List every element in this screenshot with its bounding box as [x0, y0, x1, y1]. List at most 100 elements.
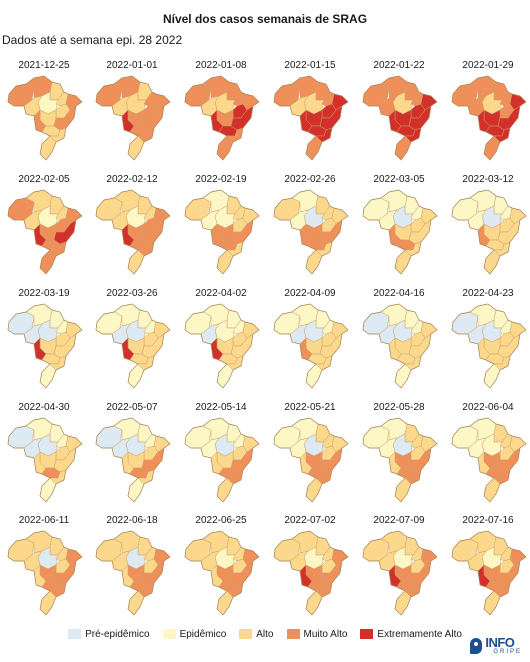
country-outline: [7, 530, 83, 616]
country-outline: [273, 417, 349, 503]
week-map-panel: 2022-05-21: [266, 402, 354, 514]
brazil-choropleth-map: [7, 189, 83, 275]
week-map-panel: 2022-01-29: [444, 60, 530, 172]
week-date-label: 2022-02-05: [18, 174, 70, 185]
week-map-panel: 2022-05-28: [355, 402, 443, 514]
week-date-label: 2022-03-26: [106, 288, 158, 299]
week-map-panel: 2022-03-05: [355, 174, 443, 286]
country-outline: [184, 530, 260, 616]
legend-swatch: [286, 629, 300, 639]
location-pin-icon: [470, 637, 483, 654]
week-map-panel: 2022-07-16: [444, 515, 530, 627]
country-outline: [7, 417, 83, 503]
logo-main-text: INFO: [485, 635, 515, 650]
week-date-label: 2022-06-18: [106, 515, 158, 526]
week-map-panel: 2022-02-26: [266, 174, 354, 286]
week-map-panel: 2022-06-25: [177, 515, 265, 627]
week-date-label: 2022-01-08: [195, 60, 247, 71]
legend-item: Extremamente Alto: [360, 628, 462, 640]
country-outline: [7, 75, 83, 161]
week-map-panel: 2022-04-30: [0, 402, 88, 514]
brazil-choropleth-map: [7, 75, 83, 161]
week-date-label: 2022-06-04: [462, 402, 514, 413]
country-outline: [451, 75, 527, 161]
week-map-panel: 2022-04-09: [266, 288, 354, 400]
country-outline: [362, 530, 438, 616]
country-outline: [362, 417, 438, 503]
country-outline: [184, 303, 260, 389]
legend-label: Epidêmico: [179, 628, 227, 640]
week-map-panel: 2022-03-26: [88, 288, 176, 400]
country-outline: [184, 189, 260, 275]
country-outline: [362, 189, 438, 275]
week-date-label: 2022-03-12: [462, 174, 514, 185]
week-map-panel: 2022-02-19: [177, 174, 265, 286]
brazil-choropleth-map: [273, 189, 349, 275]
week-map-panel: 2022-01-15: [266, 60, 354, 172]
week-date-label: 2022-04-30: [18, 402, 70, 413]
brazil-choropleth-map: [184, 417, 260, 503]
brazil-choropleth-map: [451, 303, 527, 389]
legend-swatch: [68, 629, 82, 639]
week-map-panel: 2022-04-02: [177, 288, 265, 400]
week-date-label: 2022-03-05: [373, 174, 425, 185]
country-outline: [273, 530, 349, 616]
legend-label: Pré-epidêmico: [85, 628, 150, 640]
week-date-label: 2022-03-19: [18, 288, 70, 299]
brazil-choropleth-map: [273, 530, 349, 616]
country-outline: [273, 75, 349, 161]
country-outline: [273, 303, 349, 389]
country-outline: [451, 530, 527, 616]
brazil-choropleth-map: [7, 530, 83, 616]
week-map-panel: 2022-01-08: [177, 60, 265, 172]
country-outline: [95, 530, 171, 616]
week-map-panel: 2022-07-09: [355, 515, 443, 627]
brazil-choropleth-map: [451, 75, 527, 161]
country-outline: [7, 303, 83, 389]
week-date-label: 2022-01-29: [462, 60, 514, 71]
brazil-choropleth-map: [362, 303, 438, 389]
week-date-label: 2022-01-01: [106, 60, 158, 71]
week-date-label: 2022-04-09: [284, 288, 336, 299]
logo-sub-text: GRIPE: [493, 649, 522, 655]
brazil-choropleth-map: [273, 303, 349, 389]
country-outline: [362, 75, 438, 161]
week-date-label: 2022-05-14: [195, 402, 247, 413]
country-outline: [362, 303, 438, 389]
brazil-choropleth-map: [273, 75, 349, 161]
week-map-panel: 2022-06-18: [88, 515, 176, 627]
legend-item: Pré-epidêmico: [68, 628, 150, 640]
week-map-panel: 2022-06-11: [0, 515, 88, 627]
week-date-label: 2022-02-12: [106, 174, 158, 185]
brazil-choropleth-map: [362, 530, 438, 616]
legend-label: Alto: [256, 628, 274, 640]
country-outline: [95, 417, 171, 503]
week-map-panel: 2022-02-12: [88, 174, 176, 286]
brazil-choropleth-map: [7, 303, 83, 389]
country-outline: [451, 417, 527, 503]
map-grid: 2021-12-25 2022-01-01 2022-01-08 2022-01-15…: [0, 60, 530, 616]
country-outline: [451, 189, 527, 275]
week-date-label: 2022-05-28: [373, 402, 425, 413]
brazil-choropleth-map: [273, 417, 349, 503]
legend-swatch: [162, 629, 176, 639]
legend-label: Extremamente Alto: [377, 628, 462, 640]
week-date-label: 2022-05-21: [284, 402, 336, 413]
country-outline: [95, 189, 171, 275]
week-map-panel: 2022-05-07: [88, 402, 176, 514]
country-outline: [184, 75, 260, 161]
brazil-choropleth-map: [451, 189, 527, 275]
legend: Pré-epidêmico Epidêmico Alto Muito Alto Extr…: [0, 626, 530, 642]
week-date-label: 2022-06-11: [18, 515, 70, 526]
brazil-choropleth-map: [184, 189, 260, 275]
week-date-label: 2021-12-25: [18, 60, 70, 71]
week-date-label: 2022-07-09: [373, 515, 425, 526]
week-date-label: 2022-04-23: [462, 288, 514, 299]
week-map-panel: 2022-04-16: [355, 288, 443, 400]
legend-item: Epidêmico: [162, 628, 227, 640]
country-outline: [95, 75, 171, 161]
country-outline: [95, 303, 171, 389]
week-date-label: 2022-07-16: [462, 515, 514, 526]
brazil-choropleth-map: [184, 530, 260, 616]
week-date-label: 2022-04-02: [195, 288, 247, 299]
